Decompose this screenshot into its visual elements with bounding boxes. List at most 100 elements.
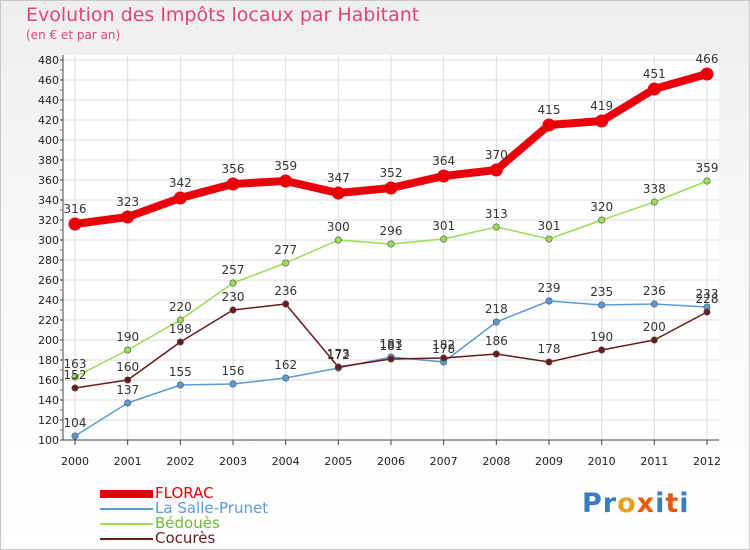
data-point	[598, 346, 606, 354]
y-tick-label: 280	[38, 254, 59, 267]
data-label: 301	[538, 219, 561, 233]
logo-letter: r	[602, 488, 618, 519]
data-label: 230	[222, 290, 245, 304]
y-tick-label: 220	[38, 314, 59, 327]
data-label: 200	[643, 320, 666, 334]
logo-letter: i	[655, 488, 666, 519]
labels-la-salle-prunet: 104 137 155 156 162 172 183 178 218 239 235 236 233	[64, 281, 719, 430]
data-point	[595, 114, 609, 128]
data-label: 156	[222, 364, 245, 378]
data-point	[650, 300, 658, 308]
y-tick-label: 460	[38, 74, 59, 87]
series-bedoues	[71, 177, 711, 381]
data-point	[545, 235, 553, 243]
data-point	[440, 235, 448, 243]
data-label: 160	[116, 360, 139, 374]
data-point	[440, 354, 448, 362]
data-label: 228	[696, 292, 719, 306]
data-label: 466	[696, 52, 719, 66]
y-tick-label: 380	[38, 154, 59, 167]
data-label: 352	[380, 166, 403, 180]
data-point	[700, 67, 714, 81]
legend-label-cocures: Cocurès	[155, 529, 216, 547]
data-point	[121, 210, 135, 224]
y-tick-label: 400	[38, 134, 59, 147]
data-label: 370	[485, 148, 508, 162]
data-label: 451	[643, 67, 666, 81]
data-point	[437, 169, 451, 183]
data-point	[71, 384, 79, 392]
x-tick-label: 2005	[324, 455, 352, 468]
data-point	[492, 223, 500, 231]
data-point	[124, 346, 132, 354]
y-tick-label: 480	[38, 54, 59, 67]
data-point	[279, 174, 293, 188]
data-label: 296	[380, 224, 403, 238]
data-label: 152	[64, 368, 87, 382]
y-tick-label: 440	[38, 94, 59, 107]
data-label: 359	[274, 159, 297, 173]
data-label: 172	[327, 348, 350, 362]
data-label: 364	[432, 154, 455, 168]
data-point	[334, 236, 342, 244]
data-point	[492, 350, 500, 358]
data-point	[598, 216, 606, 224]
data-point	[647, 82, 661, 96]
data-label: 338	[643, 182, 666, 196]
labels-cocures: 152 160 198 230 236 173 181 182 186 178 190 200 228	[64, 284, 719, 382]
y-tick-label: 360	[38, 174, 59, 187]
y-tick-label: 120	[38, 414, 59, 427]
data-label: 190	[116, 330, 139, 344]
data-label: 301	[432, 219, 455, 233]
x-tick-label: 2010	[588, 455, 616, 468]
x-tick-label: 2012	[693, 455, 721, 468]
data-point	[282, 259, 290, 267]
data-point	[176, 338, 184, 346]
y-tick-label: 260	[38, 274, 59, 287]
data-point	[229, 279, 237, 287]
y-tick-label: 340	[38, 194, 59, 207]
logo-letter: P	[582, 488, 603, 519]
data-label: 356	[222, 162, 245, 176]
y-tick-label: 140	[38, 394, 59, 407]
data-label: 233	[696, 287, 719, 301]
data-label: 186	[485, 334, 508, 348]
x-tick-label: 2007	[430, 455, 458, 468]
data-point	[176, 381, 184, 389]
logo-letter: i	[679, 488, 690, 519]
data-point	[124, 399, 132, 407]
data-point	[331, 186, 345, 200]
data-label: 218	[485, 302, 508, 316]
labels-bedoues: 163 190 220 257 277 300 296 301 313 301 320 338 359	[64, 161, 719, 371]
x-tick-label: 2009	[535, 455, 563, 468]
y-tick-label: 100	[38, 434, 59, 447]
labels-florac: 316 323 342 356 359 347 352 364 370 415 419 451 466	[64, 52, 719, 216]
y-tick-label: 180	[38, 354, 59, 367]
data-point	[492, 318, 500, 326]
logo-letter: x	[636, 488, 656, 519]
series-cocures	[71, 300, 711, 392]
data-point	[545, 297, 553, 305]
y-tick-label: 420	[38, 114, 59, 127]
data-point	[71, 432, 79, 440]
data-label: 178	[538, 342, 561, 356]
x-tick-label: 2008	[482, 455, 510, 468]
data-label: 236	[643, 284, 666, 298]
data-label: 236	[274, 284, 297, 298]
data-label: 419	[590, 99, 613, 113]
data-label: 104	[64, 416, 87, 430]
data-label: 313	[485, 207, 508, 221]
data-point	[387, 355, 395, 363]
legend-label-la-salle-prunet: La Salle-Prunet	[155, 499, 269, 517]
data-point	[229, 306, 237, 314]
y-tick-label: 160	[38, 374, 59, 387]
data-point	[176, 316, 184, 324]
x-tick-label: 2006	[377, 455, 405, 468]
data-point	[68, 217, 82, 231]
x-tick-label: 2011	[640, 455, 668, 468]
data-label: 239	[538, 281, 561, 295]
data-label: 257	[222, 263, 245, 277]
x-tick-label: 2002	[166, 455, 194, 468]
data-point	[703, 308, 711, 316]
